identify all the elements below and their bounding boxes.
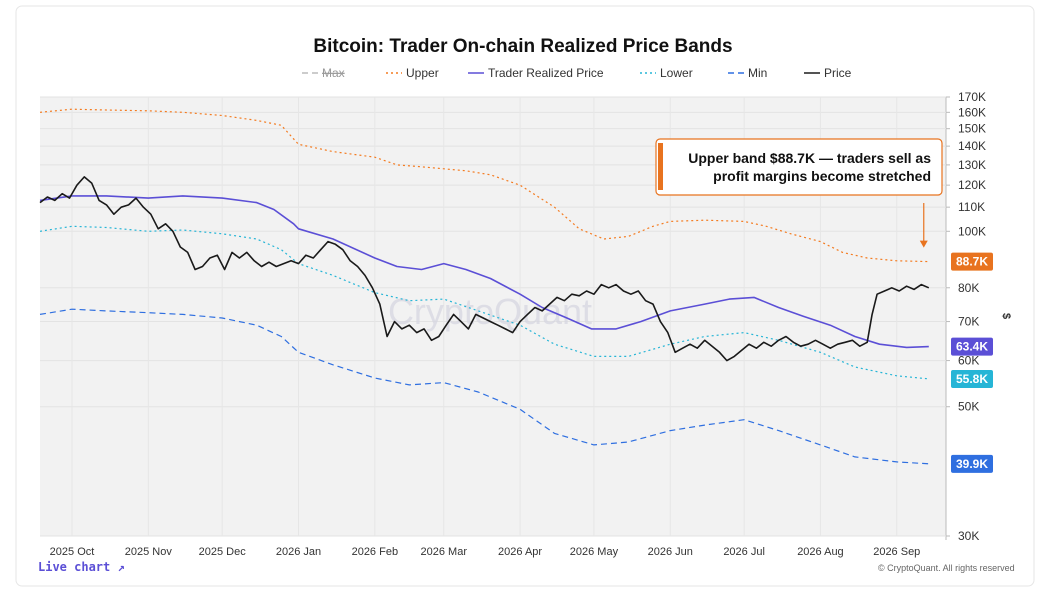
value-badge: 55.8K [951, 369, 993, 388]
x-tick-label: 2026 May [570, 546, 619, 558]
chart-title: Bitcoin: Trader On-chain Realized Price … [313, 36, 732, 57]
x-tick-label: 2026 Feb [352, 546, 398, 558]
series-line-lower [39, 225, 929, 380]
annotation-accent-bar [658, 143, 663, 190]
legend-label: Min [748, 66, 767, 80]
annotation-text: profit margins become stretched [713, 168, 931, 184]
annotation-callout: Upper band $88.7K — traders sell as profi… [655, 138, 943, 248]
y-tick-label: 170K [958, 90, 986, 104]
x-tick-label: 2026 Jul [723, 546, 765, 558]
legend-item: Upper [386, 66, 439, 80]
value-badge-bg [951, 337, 993, 356]
copyright-notice: © CryptoQuant. All rights reserved [878, 563, 1015, 573]
y-tick-label: 150K [958, 122, 986, 136]
legend-label: Lower [660, 66, 693, 80]
value-badge: 63.4K [951, 337, 993, 356]
x-tick-label: 2025 Oct [50, 546, 95, 558]
live-chart-link[interactable]: Live chart ↗ [38, 560, 125, 574]
legend-label: Upper [406, 66, 439, 80]
series-line-min [39, 308, 929, 465]
y-tick-label: 120K [958, 178, 986, 192]
annotation-box [655, 138, 943, 196]
value-badge-label: 39.9K [956, 457, 988, 471]
watermark: CryptoQuant [388, 291, 592, 332]
y-axis-unit-label: $ [1000, 313, 1012, 319]
y-tick-label: 80K [958, 281, 979, 295]
legend-label: Trader Realized Price [488, 66, 604, 80]
x-tick-label: 2026 Mar [421, 546, 468, 558]
y-tick-label: 30K [958, 529, 979, 543]
x-tick-label: 2026 Jan [276, 546, 321, 558]
legend-item: Trader Realized Price [468, 66, 604, 80]
value-badge: 88.7K [951, 252, 993, 271]
legend-item: Max [302, 66, 345, 80]
y-tick-label: 50K [958, 400, 979, 414]
value-badge-bg [951, 369, 993, 388]
x-tick-label: 2026 Jun [648, 546, 693, 558]
legend-label: Price [824, 66, 852, 80]
value-badge-label: 63.4K [956, 340, 988, 354]
y-tick-label: 130K [958, 158, 986, 172]
y-tick-label: 100K [958, 224, 986, 238]
value-badge: 39.9K [951, 454, 993, 473]
annotation-arrow-head [919, 240, 928, 248]
x-tick-label: 2025 Dec [199, 546, 247, 558]
legend-item: Min [728, 66, 767, 80]
annotation-text: Upper band $88.7K — traders sell as [688, 150, 931, 166]
y-tick-label: 140K [958, 139, 986, 153]
legend-item: Lower [640, 66, 693, 80]
value-badge-label: 55.8K [956, 372, 988, 386]
series-line-trader-realized-price [39, 195, 929, 349]
value-badge-bg [951, 252, 993, 271]
value-badge-label: 88.7K [956, 255, 988, 269]
y-tick-label: 60K [958, 354, 979, 368]
series-line-price [39, 176, 930, 362]
x-tick-label: 2026 Aug [797, 546, 844, 558]
y-tick-label: 110K [958, 200, 985, 214]
y-tick-label: 70K [958, 315, 979, 329]
legend-label: Max [322, 66, 345, 80]
x-tick-label: 2026 Apr [498, 546, 542, 558]
y-tick-label: 160K [958, 105, 986, 119]
legend-item: Price [804, 66, 852, 80]
value-badge-bg [951, 454, 993, 473]
x-tick-label: 2026 Sep [873, 546, 920, 558]
x-tick-label: 2025 Nov [125, 546, 173, 558]
